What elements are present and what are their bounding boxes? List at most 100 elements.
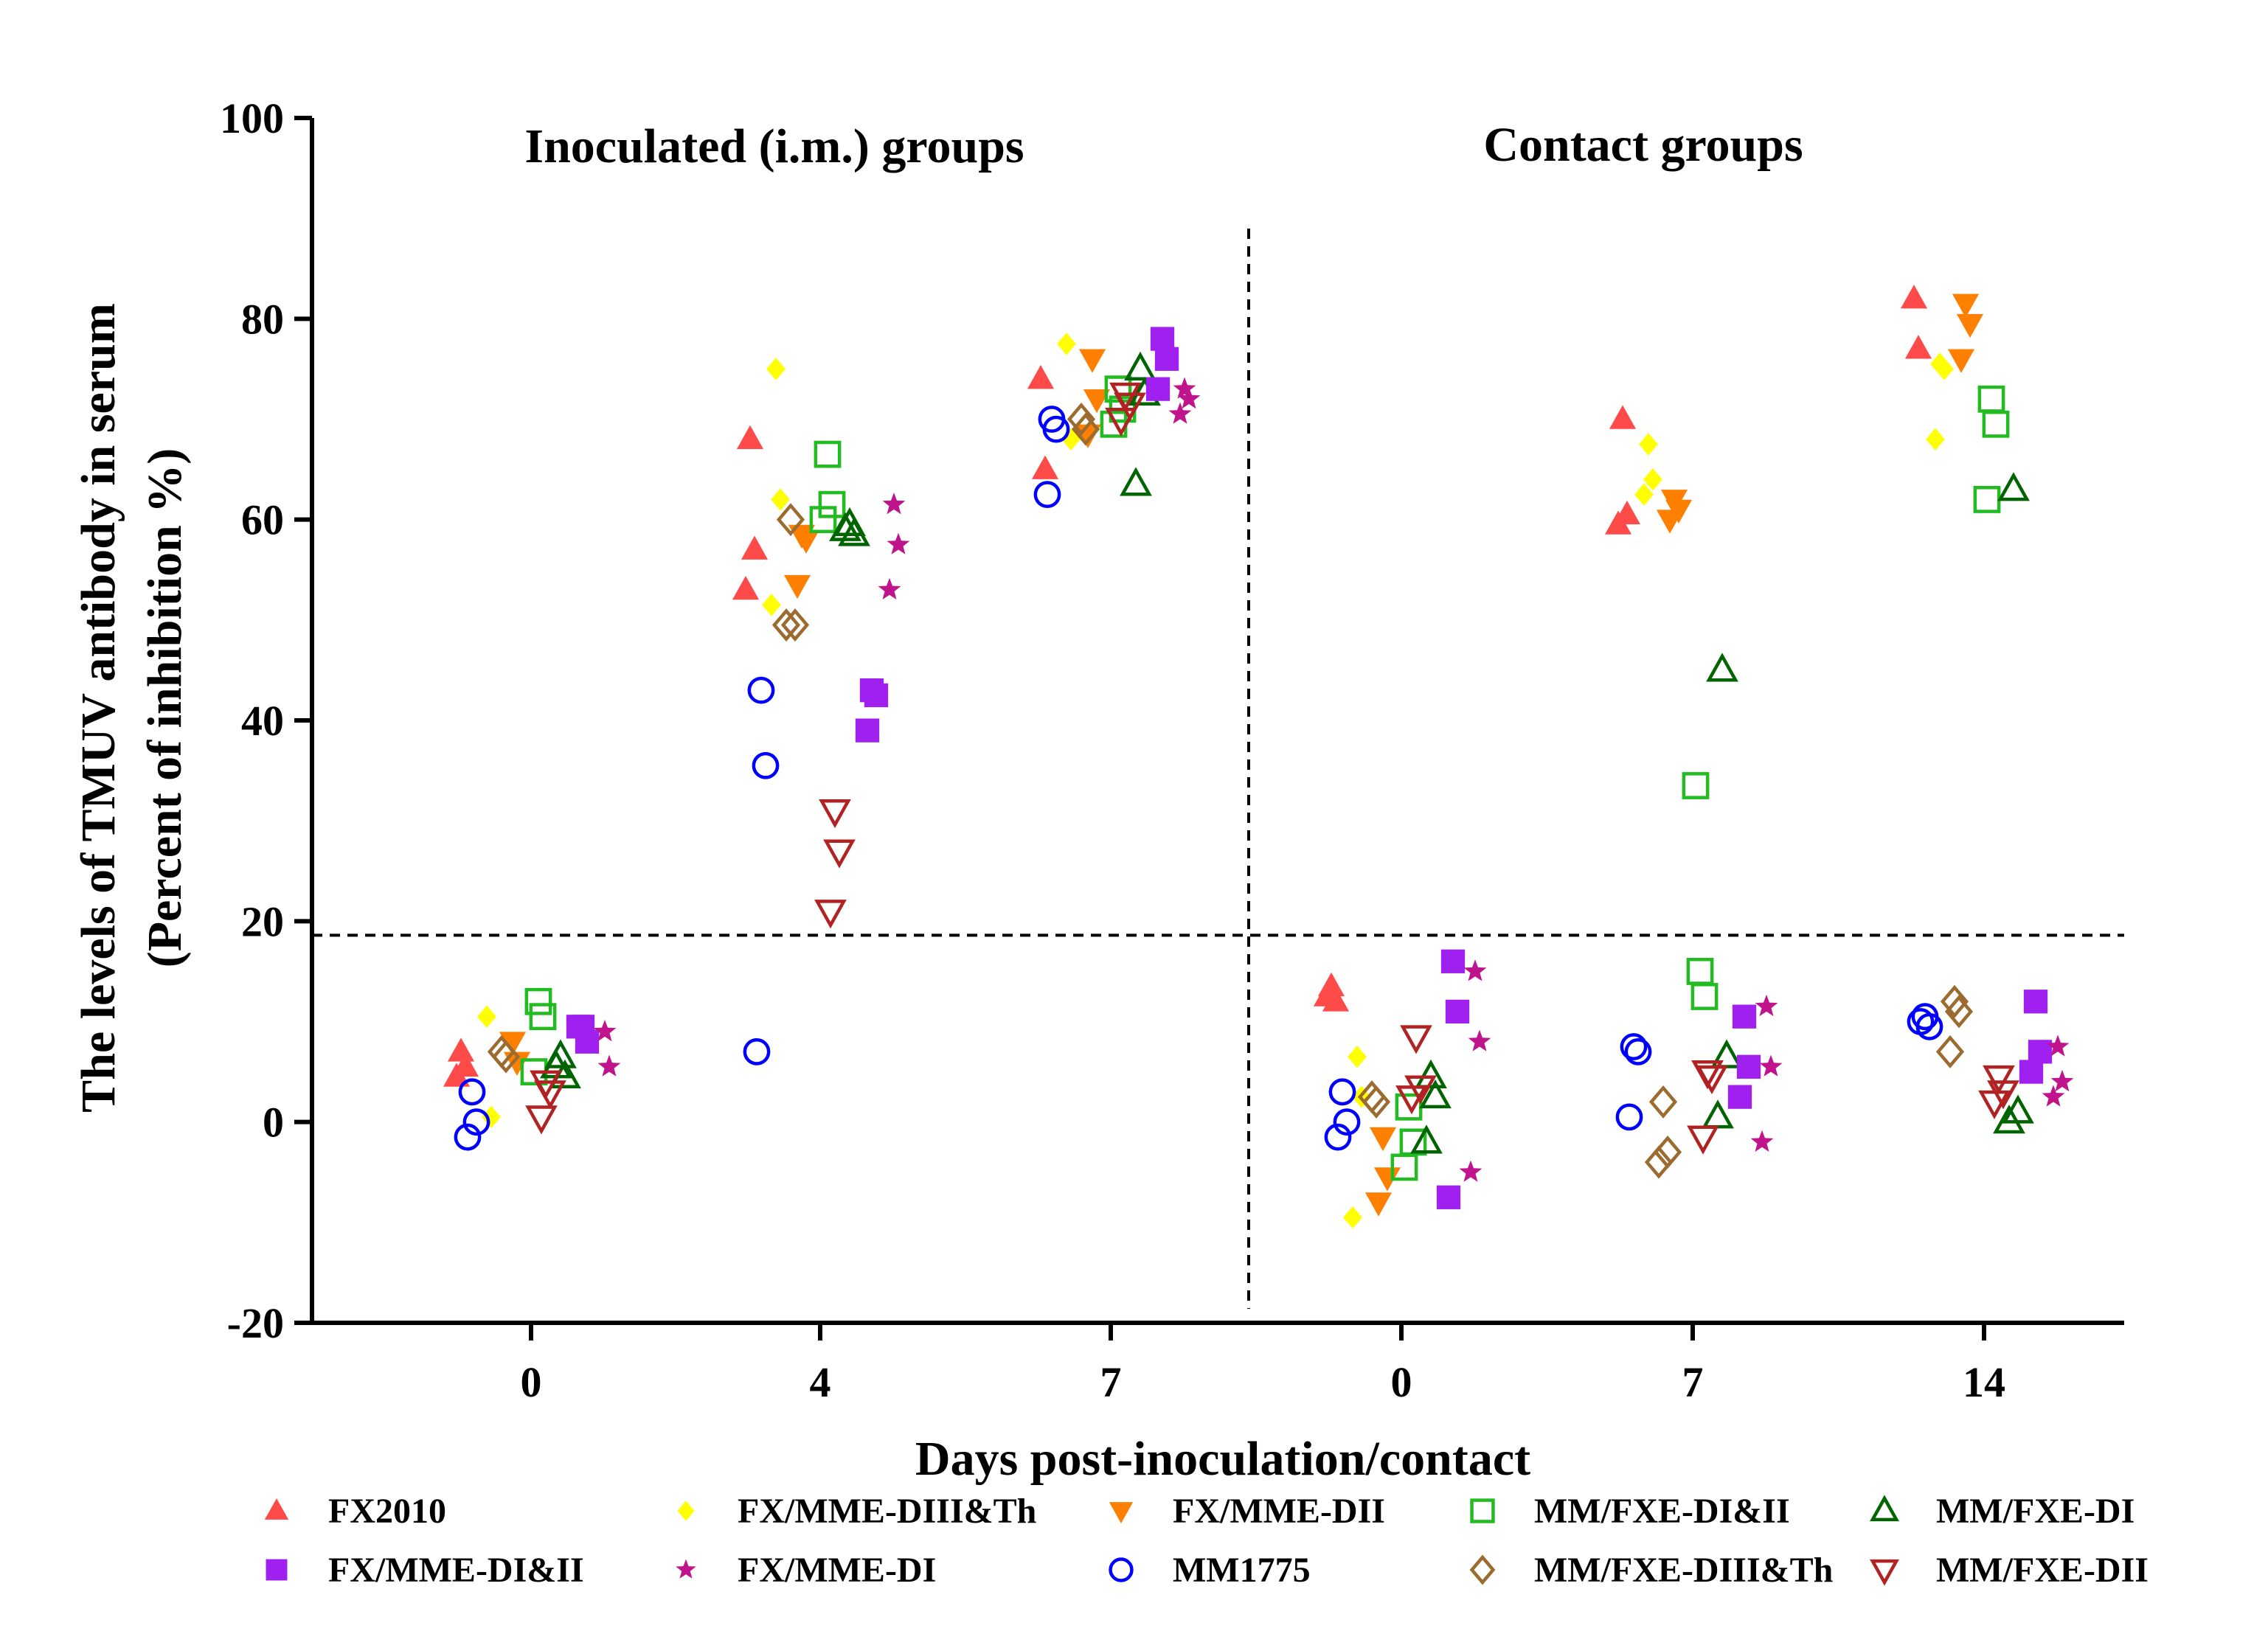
legend-entry: FX/MME-DIII&Th: [677, 1492, 1036, 1531]
data-point: [743, 1037, 771, 1065]
data-point: [1977, 385, 2005, 413]
panel-title-inoculated: Inoculated (i.m.) groups: [524, 119, 1024, 173]
legend-entry: MM/FXE-DI&II: [1470, 1492, 1790, 1531]
y-tick-label: -20: [227, 1299, 284, 1347]
y-tick-label: 100: [220, 94, 284, 142]
data-point: [1755, 994, 1778, 1017]
legend-entry: MM1775: [1109, 1551, 1311, 1590]
data-point: [809, 506, 837, 534]
data-point: [1369, 1127, 1397, 1152]
y-axis-title-line2: (Percent of inhibition %): [138, 448, 192, 968]
data-point: [1978, 1090, 2011, 1120]
data-point: [1687, 1125, 1719, 1155]
legend-marker: [266, 1559, 288, 1581]
data-point: [1031, 455, 1059, 479]
data-point: [1124, 351, 1156, 380]
series-0: [443, 285, 1932, 1087]
data-point: [752, 751, 780, 779]
data-point: [1682, 772, 1710, 799]
data-point: [1696, 1065, 1728, 1095]
data-point: [1071, 412, 1100, 446]
data-point: [1445, 999, 1470, 1024]
data-point: [1173, 377, 1196, 399]
data-point: [1410, 1124, 1443, 1154]
legend-entry: FX/MME-DI&II: [266, 1551, 584, 1590]
data-point: [1639, 433, 1658, 456]
legend-entry: FX/MME-DI: [676, 1551, 936, 1590]
data-point: [1706, 653, 1738, 682]
data-point: [593, 1020, 617, 1042]
chart-text: Inoculated (i.m.) groups Contact groups …: [72, 118, 1803, 1486]
data-point: [838, 517, 870, 546]
data-point: [780, 608, 810, 642]
data-point: [1973, 486, 2001, 513]
data-point: [1624, 1037, 1652, 1065]
data-point: [1033, 481, 1061, 509]
legend-marker: [1469, 1554, 1496, 1585]
data-point: [503, 1051, 531, 1076]
data-point: [1935, 1035, 1965, 1068]
data-point: [2019, 1060, 2044, 1084]
data-point: [741, 535, 769, 560]
legend-entry: MM/FXE-DII: [1870, 1551, 2149, 1590]
series-2: [499, 293, 1984, 1217]
x-tick-label: 0: [1391, 1358, 1412, 1406]
data-point: [1333, 1108, 1361, 1136]
data-point: [458, 1078, 486, 1106]
data-point: [855, 718, 880, 743]
legend-marker: [677, 1501, 695, 1521]
data-point: [1982, 410, 2010, 438]
data-point: [1987, 1080, 2019, 1110]
data-point: [1468, 1029, 1491, 1051]
data-point: [1727, 1085, 1752, 1109]
data-point: [1104, 375, 1132, 403]
data-point: [566, 1015, 591, 1039]
data-point: [1415, 1059, 1447, 1088]
data-point: [1177, 387, 1201, 409]
data-point: [1459, 1160, 1482, 1182]
legend-entry: FX2010: [264, 1492, 446, 1531]
data-point: [878, 577, 901, 599]
legend-label: MM/FXE-DIII&Th: [1534, 1551, 1833, 1590]
series-9: [525, 382, 2019, 1155]
data-point: [1997, 472, 2030, 501]
data-point: [1395, 1085, 1428, 1115]
data-point: [1736, 1054, 1761, 1079]
data-point: [1067, 403, 1096, 436]
data-point: [747, 676, 775, 704]
legend-label: FX/MME-DIII&Th: [738, 1492, 1036, 1531]
data-point: [1114, 392, 1146, 422]
legend-entry: FX/MME-DII: [1109, 1492, 1385, 1531]
legend-marker: [1870, 1559, 1899, 1586]
data-point: [499, 1032, 527, 1056]
y-tick-label: 40: [241, 697, 284, 745]
axes: -20 0 20 40 60 80 100 0 4 7 0 7 14: [220, 94, 2124, 1406]
x-axis-title: Days post-inoculation/contact: [915, 1432, 1530, 1486]
legend-label: MM/FXE-DI: [1936, 1492, 2135, 1531]
data-point: [1644, 1145, 1674, 1179]
data-point: [1419, 1079, 1452, 1109]
series-8: [487, 403, 1974, 1179]
data-point: [1313, 982, 1341, 1006]
data-point: [1952, 293, 1980, 318]
data-point: [1944, 995, 1974, 1029]
legend-label: FX/MME-DII: [1173, 1492, 1385, 1531]
data-point: [1604, 510, 1632, 535]
data-point: [776, 503, 805, 537]
legend-label: FX/MME-DI&II: [328, 1551, 584, 1590]
data-point: [482, 1105, 501, 1129]
legend-entry: MM/FXE-DIII&Th: [1469, 1551, 1833, 1590]
data-point: [1364, 1192, 1393, 1217]
legend-marker: [1470, 1498, 1495, 1523]
y-tick-label: 20: [241, 897, 284, 945]
x-tick-label: 0: [521, 1358, 542, 1406]
data-point: [1150, 327, 1175, 351]
data-point: [1686, 958, 1714, 985]
data-point: [1615, 1103, 1643, 1131]
data-point: [443, 1063, 471, 1087]
data-point: [887, 532, 910, 554]
data-point: [1690, 983, 1719, 1010]
data-point: [462, 1108, 490, 1136]
data-point: [1609, 405, 1637, 429]
data-point: [1057, 333, 1076, 355]
